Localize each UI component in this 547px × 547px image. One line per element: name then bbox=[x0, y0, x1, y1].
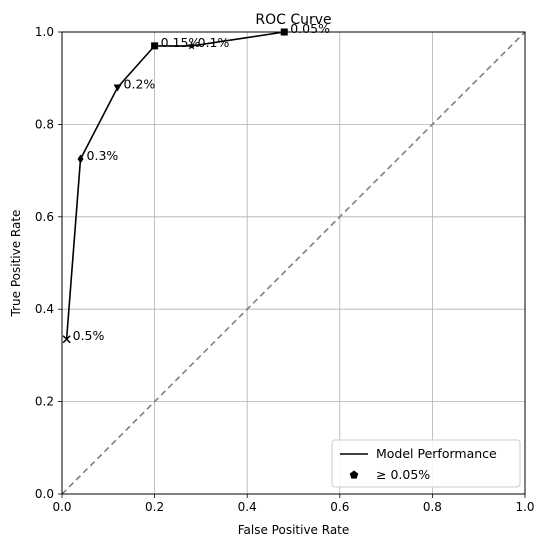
data-point-label: 0.3% bbox=[87, 148, 119, 163]
y-tick-label: 0.8 bbox=[35, 117, 54, 131]
plot-frame bbox=[61, 31, 526, 495]
x-tick-label: 0.6 bbox=[330, 500, 349, 514]
data-point-star-marker bbox=[187, 41, 196, 50]
y-tick-label: 0.6 bbox=[35, 210, 54, 224]
y-axis-title: True Positive Rate bbox=[9, 210, 23, 318]
reference-diagonal bbox=[61, 31, 526, 495]
legend: Model Performance ≥ 0.05% bbox=[331, 439, 521, 488]
x-tick-label: 1.0 bbox=[515, 500, 534, 514]
reference-diagonal-line bbox=[61, 31, 526, 495]
chart-title: ROC Curve bbox=[255, 12, 331, 28]
data-point-triangle-marker bbox=[113, 84, 122, 92]
y-tick-label: 0.4 bbox=[35, 302, 54, 316]
x-axis-title: False Positive Rate bbox=[238, 523, 350, 537]
data-point-square-marker bbox=[151, 42, 159, 50]
x-tick-label: 0.2 bbox=[145, 500, 164, 514]
y-tick-label: 0.2 bbox=[35, 395, 54, 409]
data-point-label: 0.5% bbox=[73, 328, 105, 343]
y-tick-label: 1.0 bbox=[35, 25, 54, 39]
y-tick-label: 0.0 bbox=[35, 487, 54, 501]
x-tick-label: 0.0 bbox=[52, 500, 71, 514]
data-point-label: 0.1% bbox=[198, 35, 230, 50]
series-layer bbox=[62, 28, 288, 344]
axis-ticks: 0.0 0.2 0.4 0.6 0.8 1.0 0.0 0.2 0.4 0.6 0.8 1.0 bbox=[35, 25, 535, 514]
series-line bbox=[65, 31, 285, 340]
x-tick-label: 0.4 bbox=[238, 500, 257, 514]
legend-box bbox=[331, 439, 521, 488]
legend-entry-model: Model Performance bbox=[376, 446, 497, 461]
point-labels: 0.5%0.3%0.2%0.15%0.1%0.05% bbox=[73, 21, 330, 343]
data-point-label: 0.15% bbox=[161, 35, 201, 50]
x-tick-label: 0.8 bbox=[423, 500, 442, 514]
legend-pentagon-marker bbox=[349, 470, 359, 479]
data-point-label: 0.2% bbox=[124, 76, 156, 91]
data-point-diamond-marker bbox=[77, 154, 84, 164]
legend-entry-threshold: ≥ 0.05% bbox=[376, 467, 430, 482]
data-point-x-marker bbox=[62, 335, 71, 344]
